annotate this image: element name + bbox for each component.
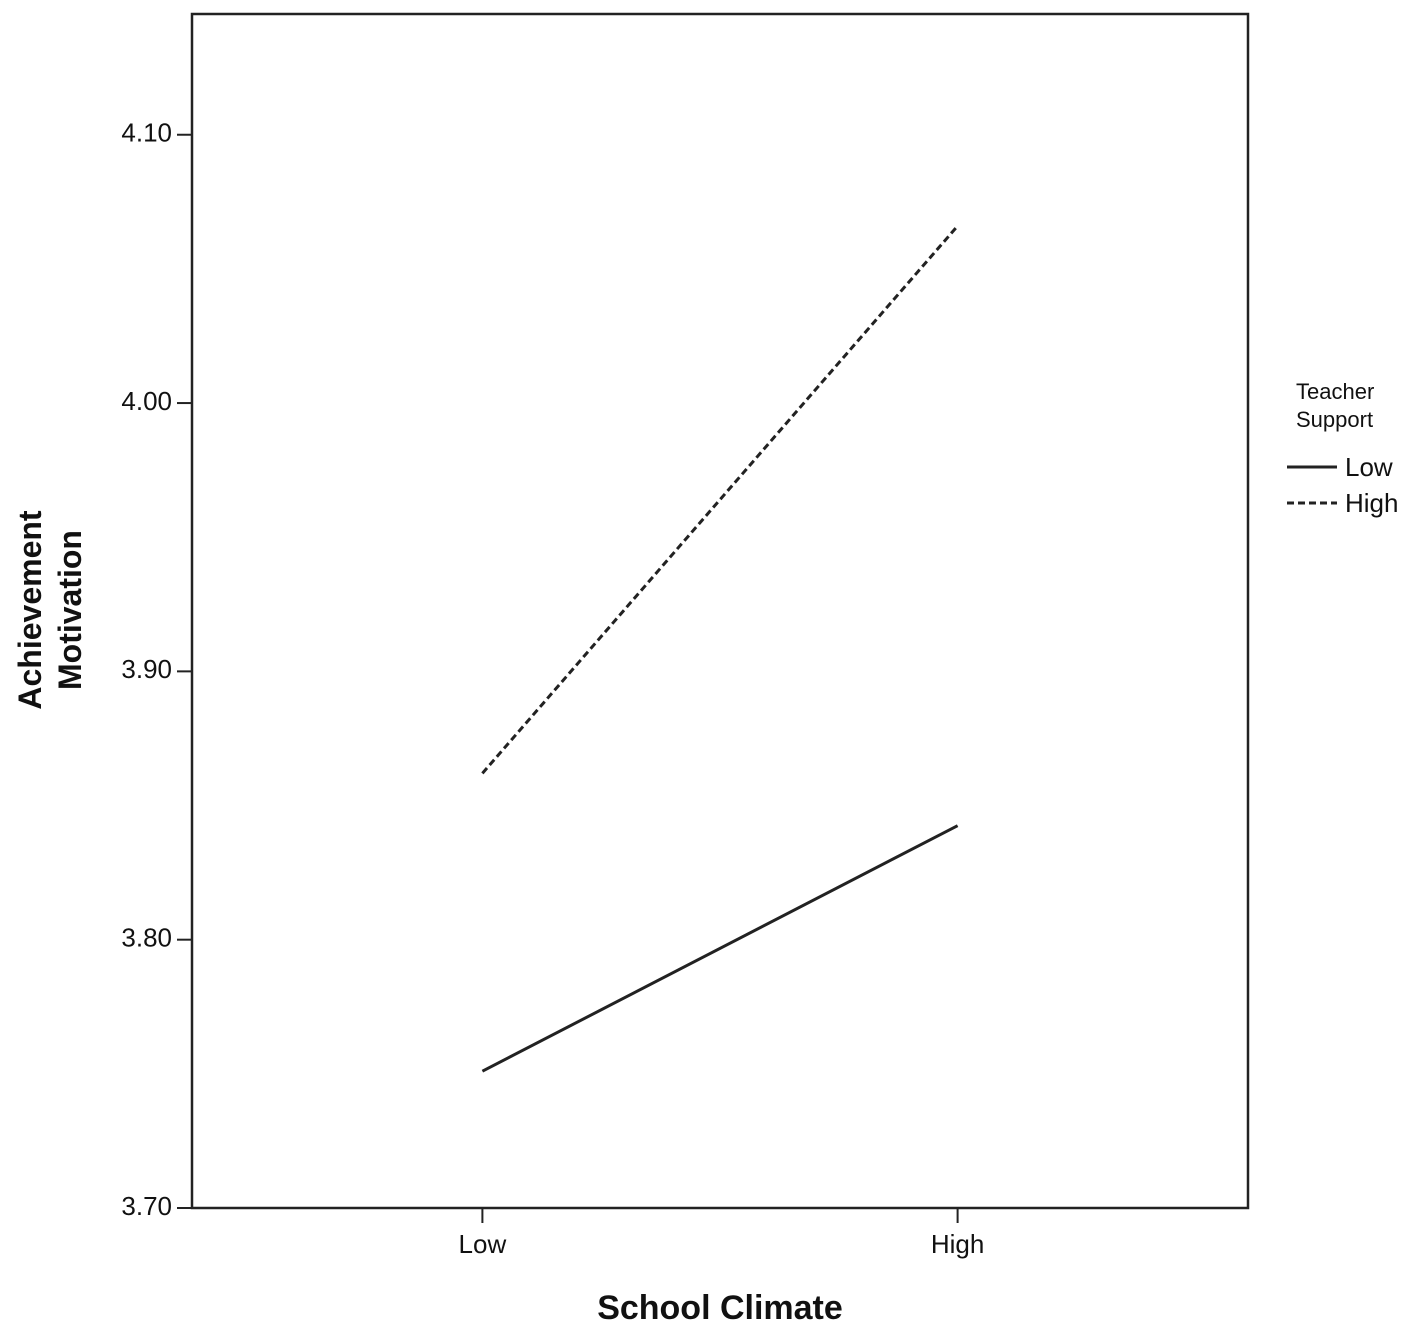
x-tick-label: High	[931, 1229, 984, 1259]
series-line	[481, 224, 959, 775]
y-axis-title: Achievement Motivation	[12, 510, 88, 710]
y-tick-label: 3.80	[121, 923, 172, 953]
series-line	[481, 824, 959, 1073]
y-tick-label: 4.00	[121, 386, 172, 416]
legend-title: Teacher Support	[1296, 379, 1375, 432]
x-tick-label: Low	[459, 1229, 507, 1259]
y-tick-label: 4.10	[121, 118, 172, 148]
y-tick-label: 3.90	[121, 654, 172, 684]
plot-frame	[190, 12, 1250, 1210]
legend-label: High	[1345, 488, 1398, 518]
y-tick-label: 3.70	[121, 1191, 172, 1221]
legend-label: Low	[1345, 452, 1393, 482]
x-axis-title: School Climate	[597, 1289, 843, 1327]
